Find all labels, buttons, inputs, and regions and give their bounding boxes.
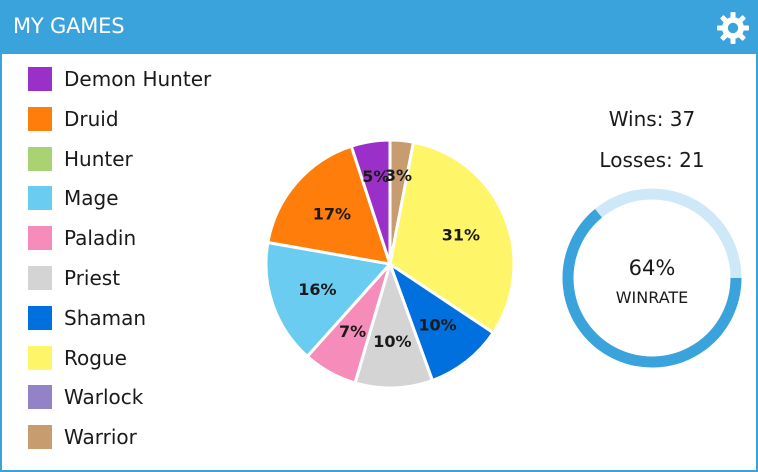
pie-label-demon-hunter: 5% xyxy=(362,167,389,186)
legend-swatch xyxy=(28,305,52,330)
legend-label: Hunter xyxy=(64,146,133,171)
legend-swatch xyxy=(28,186,52,211)
pie-slice-demon-hunter xyxy=(349,138,392,266)
legend-label: Rogue xyxy=(64,345,127,370)
winrate-label: WINRATE xyxy=(616,288,689,307)
legend-swatch xyxy=(28,385,52,410)
legend-label: Druid xyxy=(64,106,119,131)
winrate-ring-fill xyxy=(562,209,742,368)
legend-swatch xyxy=(28,345,52,370)
legend-label: Warrior xyxy=(64,425,137,450)
legend-swatch xyxy=(28,425,52,450)
pie-label-shaman: 10% xyxy=(418,315,456,334)
legend-swatch xyxy=(28,265,52,290)
losses-count: Losses: 21 xyxy=(599,148,705,172)
widget-title: MY GAMES xyxy=(13,14,125,38)
pie-label-druid: 17% xyxy=(313,205,351,224)
pie-label-mage: 16% xyxy=(298,280,336,299)
widget-header: MY GAMES xyxy=(2,0,758,54)
wins-count: Wins: 37 xyxy=(608,107,696,131)
legend-swatch xyxy=(28,226,52,251)
win-loss-stats: Wins: 37 Losses: 21 xyxy=(562,104,742,175)
legend-label: Shaman xyxy=(64,305,147,330)
pie-label-rogue: 31% xyxy=(442,225,480,244)
pie-label-priest: 10% xyxy=(373,332,411,351)
pie-slice-priest xyxy=(353,262,434,390)
legend-swatch xyxy=(28,67,52,91)
gear-icon[interactable] xyxy=(715,10,751,46)
pie-label-paladin: 7% xyxy=(339,322,366,341)
winrate-gauge: 64% WINRATE xyxy=(562,188,742,368)
legend-label: Priest xyxy=(64,265,121,290)
legend-label: Warlock xyxy=(64,385,144,410)
legend-label: Demon Hunter xyxy=(64,67,212,91)
legend-label: Mage xyxy=(64,186,119,211)
pie-label-warrior: 3% xyxy=(385,166,412,185)
winrate-percent: 64% xyxy=(629,256,676,280)
legend-swatch xyxy=(28,106,52,131)
pie-slice-mage xyxy=(264,240,392,358)
class-pie-chart: 3% 31% 10% 10% 7% 16% 17% 5% xyxy=(264,138,516,390)
legend-label: Paladin xyxy=(64,226,137,251)
pie-slice-shaman xyxy=(388,262,495,383)
legend-swatch xyxy=(28,146,52,171)
pie-slice-rogue xyxy=(388,140,516,335)
